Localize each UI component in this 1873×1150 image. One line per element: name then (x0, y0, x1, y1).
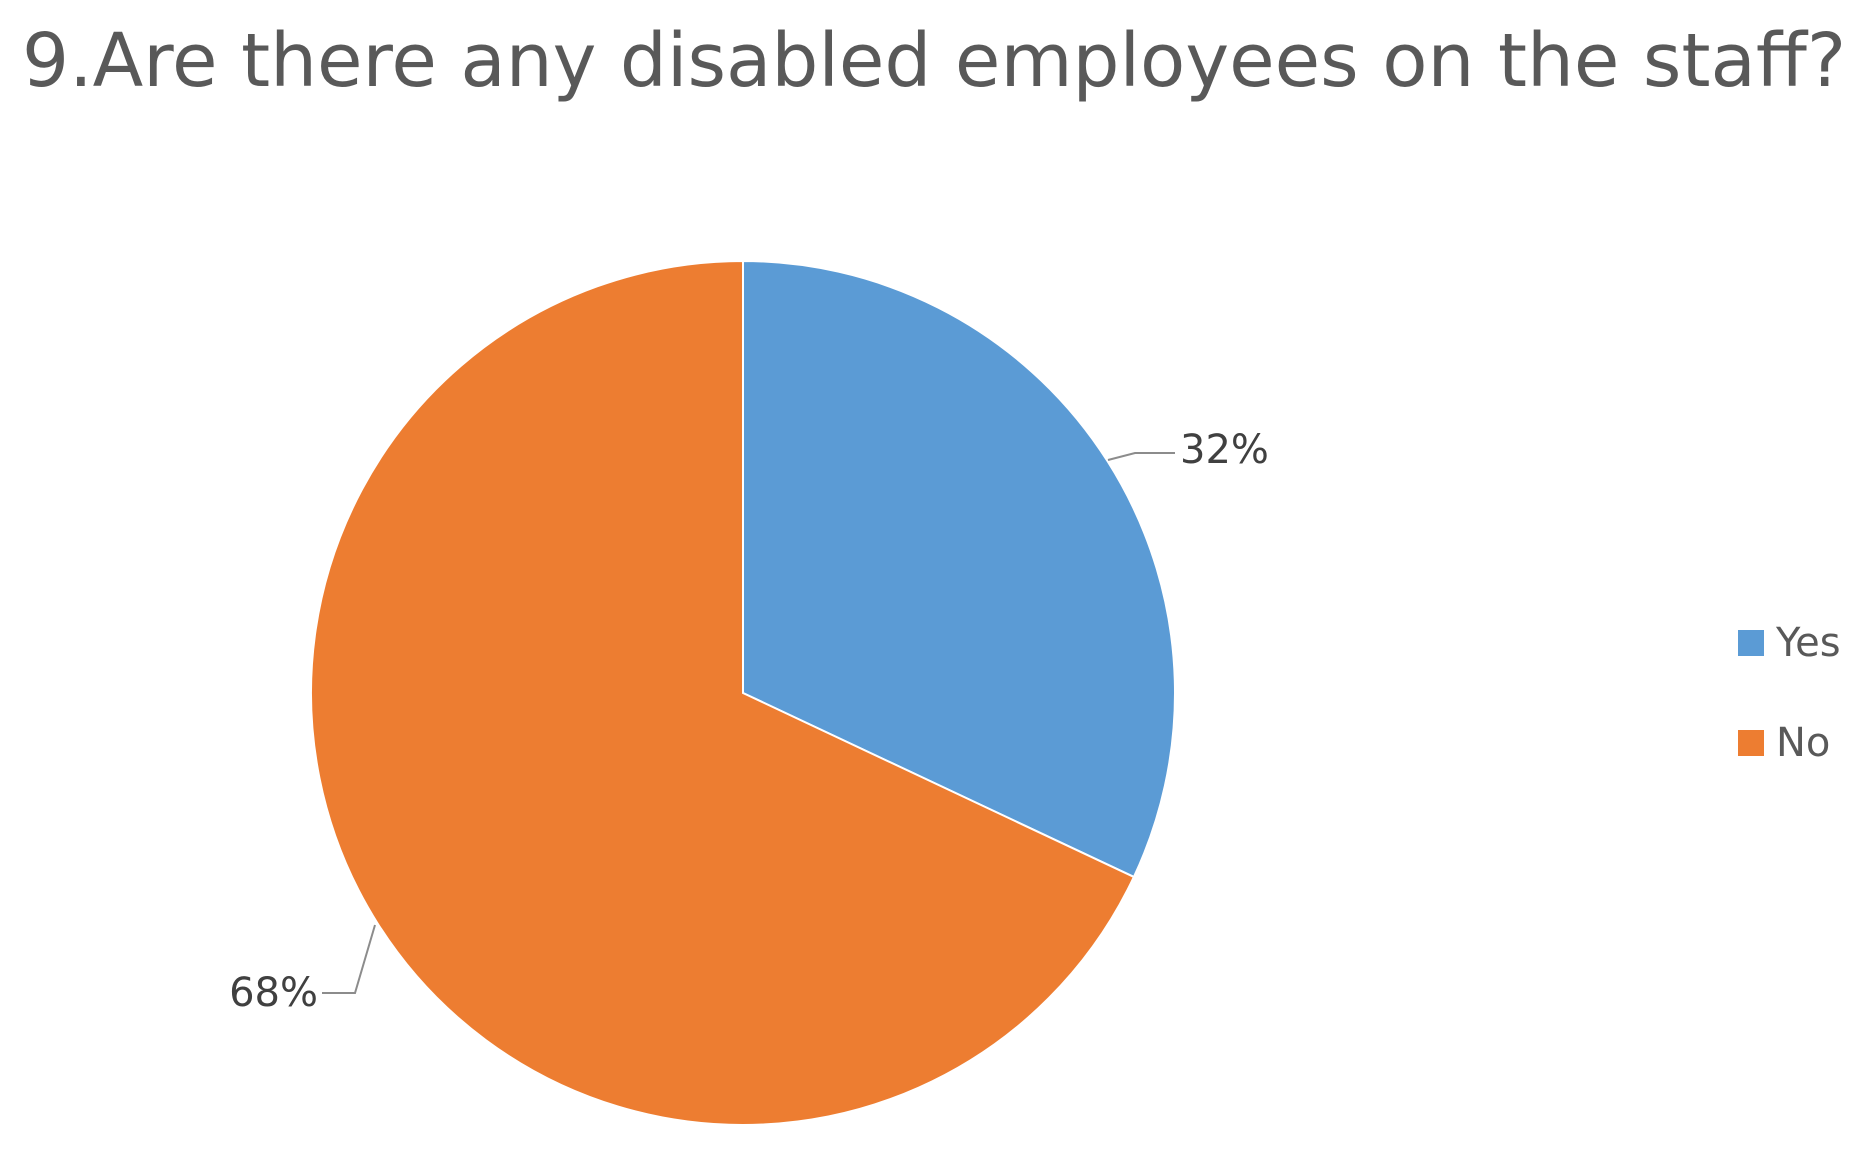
legend-label-yes: Yes (1776, 620, 1841, 666)
leader-lines (322, 452, 1175, 994)
data-labels: 32% 68% (229, 427, 1269, 1016)
chart-title: 9.Are there any disabled employees on th… (22, 18, 1847, 104)
legend-swatch-no (1738, 730, 1764, 756)
leader-line-yes (1107, 452, 1175, 461)
legend-swatch-yes (1738, 630, 1764, 656)
legend-item-no: No (1738, 717, 1841, 769)
legend-label-no: No (1776, 720, 1831, 766)
leader-line-no (322, 924, 376, 994)
pie-slice-no (310, 259, 1136, 1126)
legend-item-yes: Yes (1738, 617, 1841, 669)
pie-slices (310, 259, 1176, 1126)
data-label-yes: 32% (1180, 427, 1269, 473)
pie-slice-yes (742, 259, 1176, 879)
legend: Yes No (1738, 617, 1841, 817)
data-label-no: 68% (229, 970, 318, 1016)
